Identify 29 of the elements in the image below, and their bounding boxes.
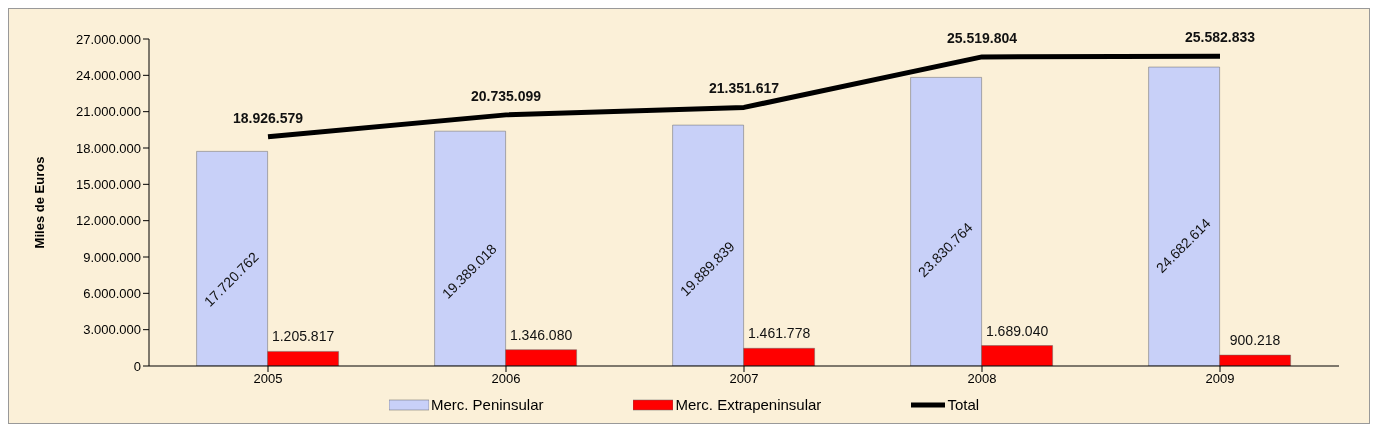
- y-tick-label: 21.000.000: [75, 104, 141, 120]
- data-label: 20.735.099: [470, 87, 542, 104]
- y-tick-label: 18.000.000: [75, 140, 141, 156]
- x-tick-label: 2009: [1205, 371, 1235, 387]
- y-tick-label: 12.000.000: [75, 213, 141, 229]
- data-label: 25.519.804: [946, 29, 1018, 46]
- data-label: 900.218: [1229, 332, 1281, 349]
- y-tick-label: 24.000.000: [75, 67, 141, 83]
- x-tick-label: 2007: [729, 371, 759, 387]
- y-tick-label: 15.000.000: [75, 176, 141, 192]
- data-label: 18.926.579: [232, 109, 304, 126]
- y-tick-label: 3.000.000: [83, 322, 141, 338]
- x-tick-label: 2005: [253, 371, 283, 387]
- data-label: 1.346.080: [509, 326, 573, 343]
- legend-label: Merc. Peninsular: [429, 396, 544, 413]
- data-label: 1.205.817: [271, 328, 335, 345]
- legend-label: Total: [946, 396, 980, 413]
- y-tick-label: 9.000.000: [83, 249, 141, 265]
- y-tick-label: 27.000.000: [75, 31, 141, 47]
- data-label: 1.461.778: [747, 325, 811, 342]
- data-label: 21.351.617: [708, 80, 780, 97]
- data-label: 1.689.040: [985, 322, 1049, 339]
- x-tick-label: 2008: [967, 371, 997, 387]
- y-tick-label: 6.000.000: [83, 285, 141, 301]
- y-axis-title: Miles de Euros: [31, 156, 47, 249]
- legend-label: Merc. Extrapeninsular: [674, 396, 822, 413]
- x-tick-label: 2006: [491, 371, 521, 387]
- y-tick-label: 0: [133, 358, 141, 374]
- data-label: 25.582.833: [1184, 29, 1256, 46]
